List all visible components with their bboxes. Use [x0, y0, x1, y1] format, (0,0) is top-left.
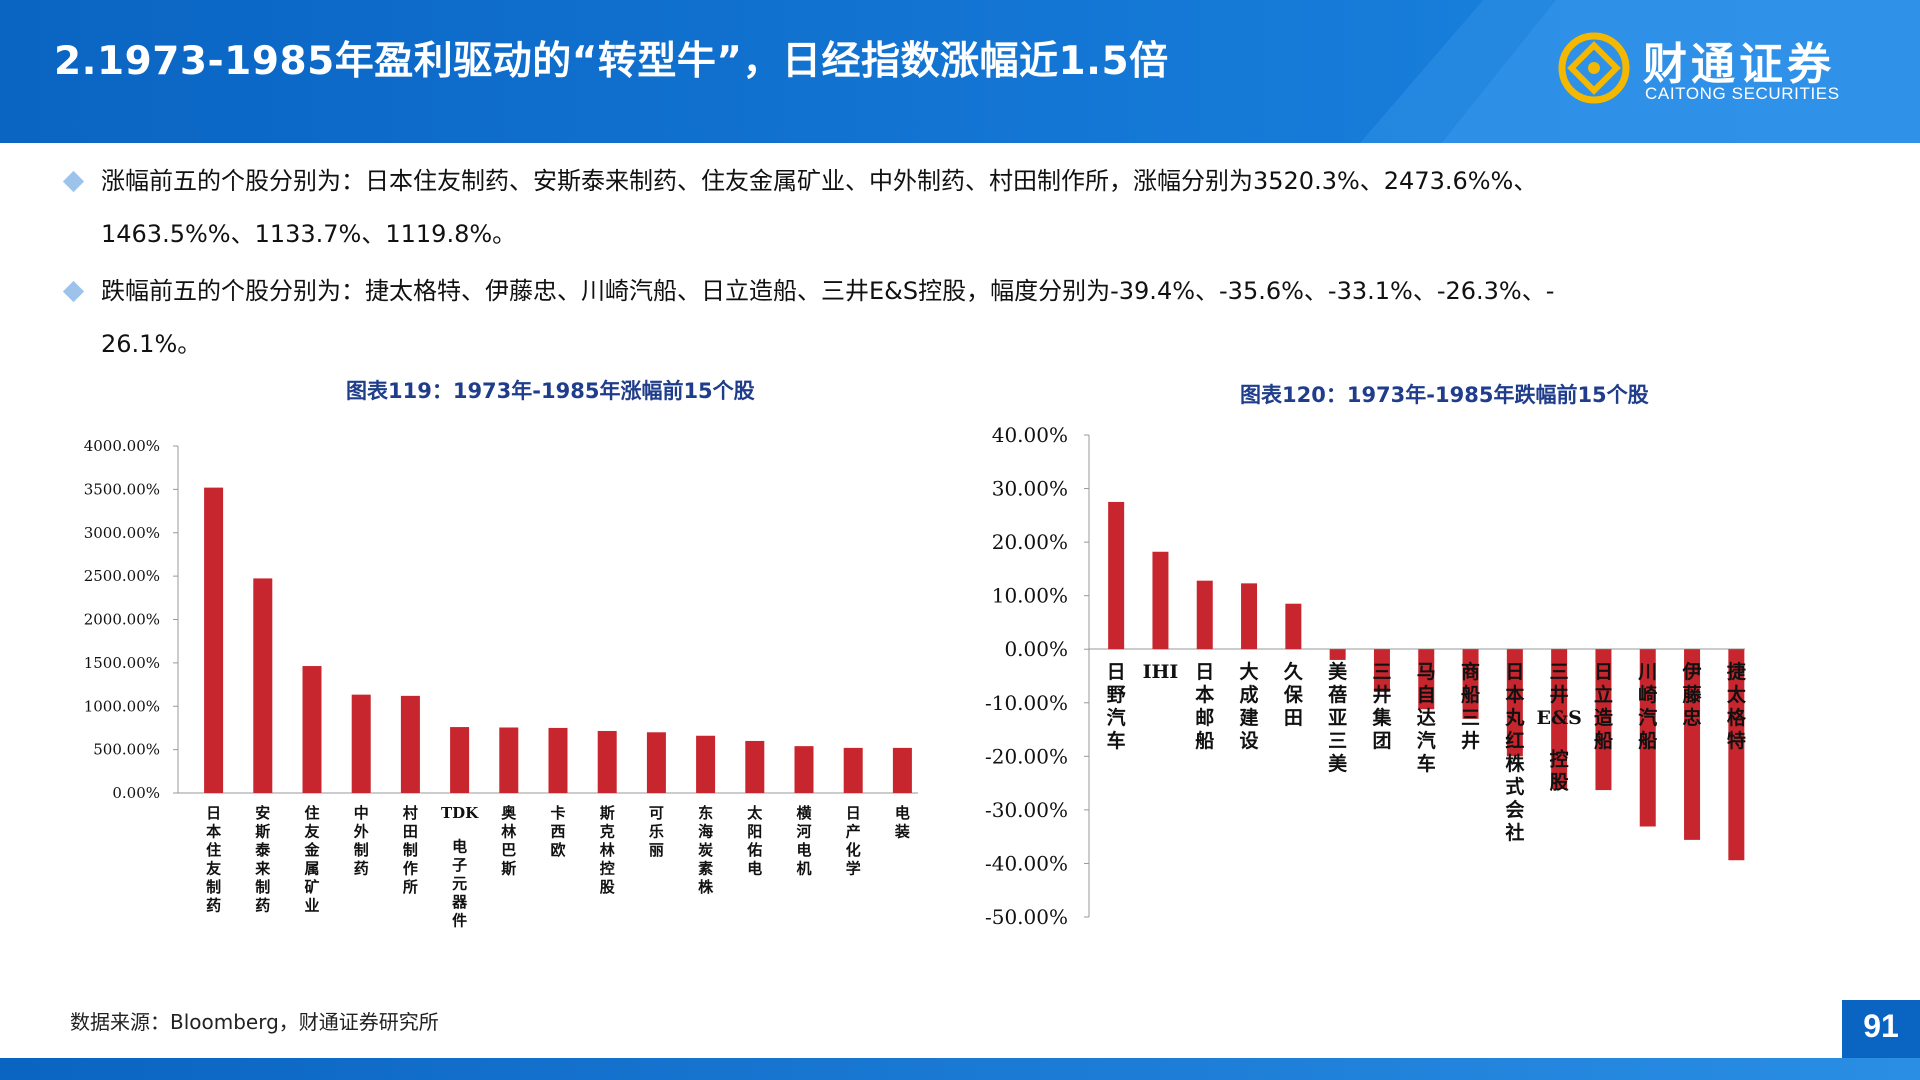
chart-right-x-label: 三井集团	[1371, 661, 1392, 752]
data-source-note: 数据来源：Bloomberg，财通证券研究所	[70, 1010, 439, 1034]
chart-right-y-tick-label: 20.00%	[992, 530, 1068, 554]
chart-right-y-tick-label: -20.00%	[985, 744, 1068, 768]
chart-right-x-label: 日野汽车	[1107, 661, 1126, 752]
chart-right-bar	[1506, 649, 1523, 757]
chart-left-x-label: 日本住友制药	[206, 804, 221, 915]
chart-left-bar	[794, 746, 814, 793]
chart-right-bar	[1196, 580, 1213, 650]
chart-left-x-label: TDK 电子元器件	[441, 804, 479, 929]
chart-right-x-label: 大成建设	[1240, 660, 1259, 752]
chart-right-y-tick-label: -40.00%	[985, 851, 1068, 875]
bullet-2-line-1: 跌幅前五的个股分别为：捷太格特、伊藤忠、川崎汽船、日立造船、三井E&S控股，幅度…	[101, 277, 1555, 305]
chart-left-bar	[253, 578, 273, 793]
chart-right-x-label: 日本邮船	[1195, 661, 1214, 752]
chart-left-x-label: 东海炭素株	[698, 804, 714, 896]
chart-left-y-tick-label: 3000.00%	[84, 524, 160, 542]
chart-left-x-label: 安斯泰来制药	[254, 804, 271, 915]
chart-right-bar	[1285, 603, 1302, 650]
chart-left-x-label: 电装	[894, 804, 911, 841]
chart-left-x-label: 太阳佑电	[746, 804, 763, 878]
chart-left-bar	[843, 747, 863, 793]
chart-left-bar	[696, 735, 716, 793]
chart-left-title: 图表119：1973年-1985年涨幅前15个股	[346, 379, 755, 403]
chart-right-x-label: 川崎汽船	[1637, 661, 1657, 752]
chart-right-y-tick-label: -50.00%	[985, 905, 1068, 929]
chart-right-bar	[1684, 649, 1701, 840]
chart-left-y-tick-label: 0.00%	[112, 784, 160, 802]
chart-right-x-label: 美蓓亚三美	[1328, 660, 1348, 775]
chart-left-y-tick-label: 1000.00%	[84, 697, 160, 715]
chart-left-bar	[646, 732, 666, 793]
chart-right-bar	[1595, 649, 1612, 791]
chart-left-x-label: 奥林巴斯	[501, 804, 517, 878]
chart-left-x-label: 村田制作所	[403, 804, 418, 896]
chart-right-y-tick-label: 0.00%	[1004, 637, 1068, 661]
bullet-2-line-2: 26.1%。	[101, 330, 202, 358]
chart-left-bar	[450, 727, 470, 793]
chart-right-title: 图表120：1973年-1985年跌幅前15个股	[1240, 383, 1649, 407]
chart-right-x-label: 久保田	[1283, 660, 1304, 729]
chart-right-bar	[1241, 583, 1258, 650]
bullet-diamond-icon	[62, 280, 85, 303]
chart-right-bar	[1373, 649, 1390, 693]
logo-text-en: CAITONG SECURITIES	[1645, 84, 1840, 103]
chart-left-bar	[400, 695, 420, 793]
chart-left-x-label: 横河电机	[796, 804, 812, 878]
chart-right-bar	[1108, 501, 1125, 650]
chart-left-y-tick-label: 1500.00%	[84, 654, 160, 672]
page-title: 2.1973-1985年盈利驱动的“转型牛”，日经指数涨幅近1.5倍	[54, 39, 1169, 84]
chart-right-y-tick-label: 30.00%	[992, 477, 1068, 501]
chart-left-bar	[597, 730, 617, 793]
chart-left-x-label: 可乐丽	[649, 804, 664, 859]
chart-right-bar	[1418, 649, 1435, 710]
footer-bar	[0, 1058, 1920, 1080]
chart-right-x-label: 马自达汽车	[1417, 661, 1436, 775]
chart-right-x-label: 日本丸红株式会社	[1504, 661, 1525, 844]
chart-left-bar	[204, 487, 224, 793]
chart-left-x-label: 斯克林控股	[600, 804, 616, 896]
chart-right-bar	[1152, 551, 1169, 650]
page-number-box	[1842, 1000, 1920, 1058]
chart-right-x-label: 三井 E&S 控股	[1536, 661, 1581, 793]
chart-left-bar	[302, 666, 322, 793]
chart-right-x-label: 商船三井	[1461, 660, 1480, 752]
chart-left-x-label: 住友金属矿业	[303, 804, 320, 915]
chart-right-bar	[1462, 649, 1479, 719]
chart-left-y-tick-label: 4000.00%	[84, 437, 160, 455]
chart-right-x-label: 日立造船	[1594, 661, 1614, 752]
chart-right-y-tick-label: 40.00%	[992, 423, 1068, 447]
caitong-logo-icon	[1558, 32, 1630, 104]
chart-left-y-tick-label: 2000.00%	[84, 611, 160, 629]
chart-right-y-tick-label: -10.00%	[985, 691, 1068, 715]
chart-left-bar	[499, 727, 519, 793]
bullet-1-line-1: 涨幅前五的个股分别为：日本住友制药、安斯泰来制药、住友金属矿业、中外制药、村田制…	[101, 167, 1538, 195]
logo-text-cn: 财通证券	[1643, 39, 1835, 90]
chart-left-bar	[351, 694, 371, 793]
chart-right-y-tick-label: -30.00%	[985, 798, 1068, 822]
chart-right-y-tick-label: 10.00%	[992, 584, 1068, 608]
bullet-diamond-icon	[62, 170, 85, 193]
chart-left-bar	[745, 740, 765, 793]
chart-left-x-label: 卡西欧	[550, 804, 565, 859]
chart-left-bar	[548, 727, 568, 793]
chart-right-x-label: 捷太格特	[1727, 660, 1747, 752]
chart-right-x-label: IHI	[1143, 661, 1179, 683]
chart-right-bar	[1728, 649, 1745, 861]
chart-right-bar	[1329, 649, 1346, 660]
header-bar: 2.1973-1985年盈利驱动的“转型牛”，日经指数涨幅近1.5倍 财通证券 …	[0, 0, 1920, 143]
chart-right-bar	[1551, 649, 1568, 790]
chart-left-y-tick-label: 2500.00%	[84, 567, 160, 585]
chart-right-bar	[1639, 649, 1656, 827]
chart-left-bar	[892, 747, 912, 793]
chart-right-x-label: 伊藤忠	[1682, 660, 1703, 729]
chart-left-y-tick-label: 3500.00%	[84, 480, 160, 498]
chart-left-x-label: 日产化学	[846, 804, 861, 878]
page-number: 91	[1863, 1008, 1899, 1044]
chart-left-x-label: 中外制药	[353, 804, 369, 878]
bullet-1-line-2: 1463.5%%、1133.7%、1119.8%。	[101, 220, 517, 248]
chart-left-y-tick-label: 500.00%	[93, 741, 160, 759]
